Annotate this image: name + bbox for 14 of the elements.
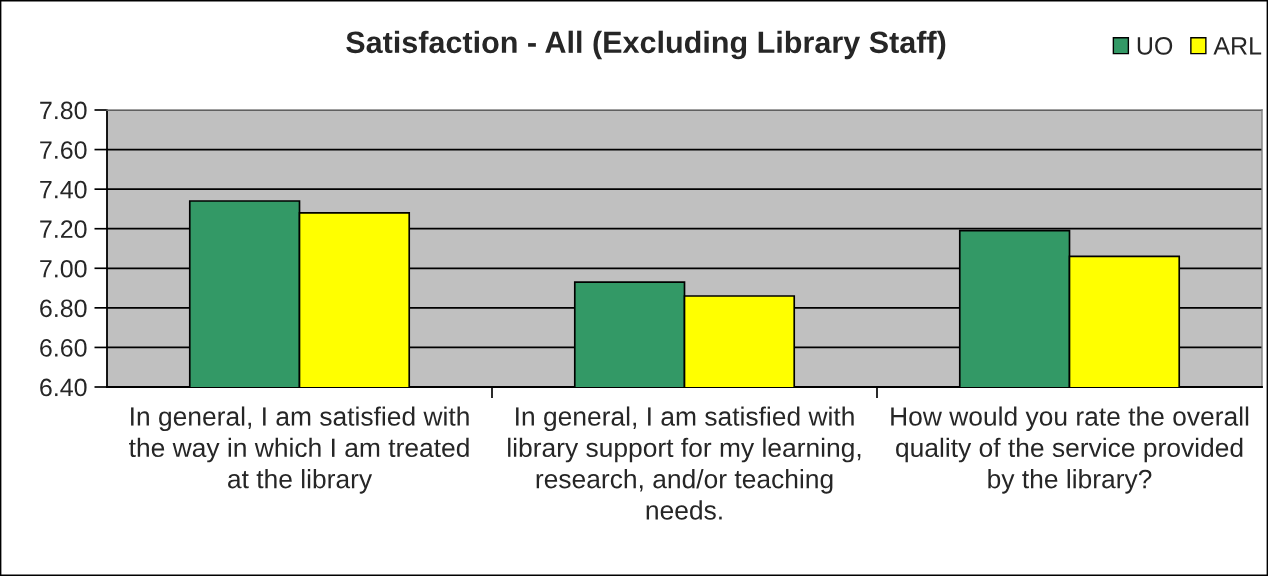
legend-label: UO bbox=[1137, 37, 1173, 55]
y-tick-label: 7.20 bbox=[40, 220, 87, 239]
y-tick-label: 7.00 bbox=[40, 259, 87, 278]
y-tick-label: 6.60 bbox=[40, 339, 87, 357]
y-tick-label: 6.80 bbox=[40, 299, 87, 318]
chart-title: Satisfaction - All (Excluding Library Staff) bbox=[346, 30, 946, 60]
x-tick-label: In general, I am satisfied with the way in which I am treated at the library bbox=[129, 406, 469, 494]
y-tick-label: 7.80 bbox=[40, 101, 87, 120]
x-tick-label: In general, I am satisfied with library support for my learning, research, and/or teaching needs. bbox=[508, 406, 861, 520]
y-tick-label: 7.40 bbox=[40, 180, 87, 199]
legend-label: ARL bbox=[1213, 37, 1262, 55]
y-tick-label: 7.60 bbox=[40, 141, 87, 159]
y-tick-label: 6.40 bbox=[40, 378, 87, 397]
x-tick-label: How would you rate the overall quality of the service provided by the library? bbox=[891, 406, 1249, 494]
